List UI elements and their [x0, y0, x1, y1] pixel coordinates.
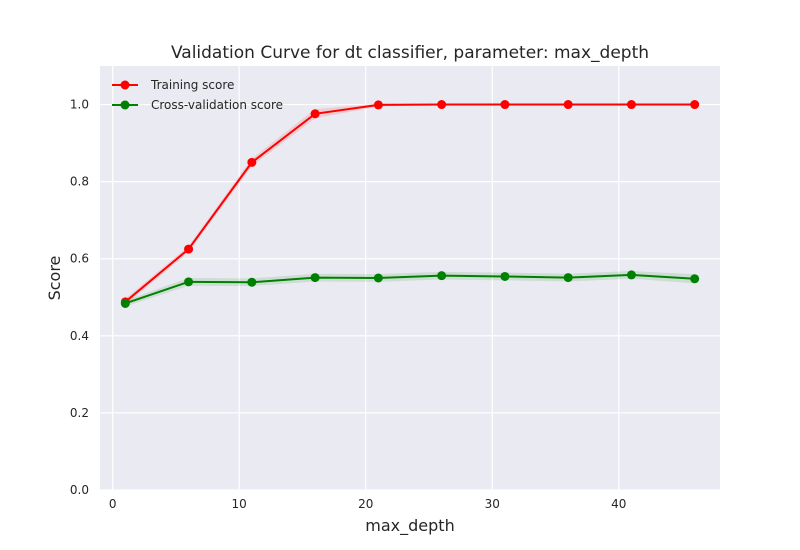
legend-label: Training score: [150, 78, 234, 92]
legend-swatch-marker: [120, 100, 130, 110]
y-tick-label: 0.4: [70, 329, 89, 343]
point-layer: [120, 100, 700, 308]
y-tick-label: 0.6: [70, 252, 89, 266]
x-tick-label: 40: [611, 497, 626, 511]
x-axis-label: max_depth: [365, 516, 454, 536]
series-1-point: [690, 274, 700, 284]
plot-background: [100, 66, 720, 490]
series-0-point: [500, 100, 510, 110]
y-tick-label: 0.2: [70, 406, 89, 420]
series-1-point: [626, 270, 636, 280]
y-tick-label: 0.8: [70, 175, 89, 189]
y-tick-label: 1.0: [70, 98, 89, 112]
x-tick-label: 10: [232, 497, 247, 511]
series-1-point: [310, 273, 320, 283]
series-1-point: [120, 298, 130, 308]
series-0-point: [626, 100, 636, 110]
series-0-confidence-band: [125, 103, 695, 305]
chart-title: Validation Curve for dt classifier, para…: [171, 43, 649, 63]
series-0-point: [184, 244, 194, 254]
series-0-point: [437, 100, 447, 110]
series-0-point: [690, 100, 700, 110]
tick-layer: 0 10 20 30 40 0.0 0.2 0.4 0.6 0.8 1.0: [70, 98, 627, 511]
y-axis-label: Score: [45, 256, 64, 301]
legend-swatch-marker: [120, 80, 130, 90]
series-1-point: [184, 277, 194, 287]
series-1-point: [500, 271, 510, 281]
x-tick-label: 20: [358, 497, 373, 511]
line-layer: [124, 103, 695, 305]
y-tick-label: 0.0: [70, 483, 89, 497]
series-0-point: [563, 100, 573, 110]
legend-label: Cross-validation score: [151, 98, 283, 112]
series-1-point: [373, 273, 383, 283]
series-1-point: [247, 277, 257, 287]
series-1-confidence-band: [125, 271, 695, 307]
series-0-line: [124, 103, 695, 303]
x-tick-label: 30: [485, 497, 500, 511]
series-0-point: [373, 100, 383, 110]
series-0-point: [247, 157, 257, 167]
series-1-point: [437, 271, 447, 281]
band-layer: [125, 103, 695, 307]
legend: Training score Cross-validation score: [112, 78, 283, 112]
series-0-point: [310, 109, 320, 119]
series-1-line: [124, 273, 695, 305]
x-tick-label: 0: [109, 497, 117, 511]
series-1-point: [563, 273, 573, 283]
